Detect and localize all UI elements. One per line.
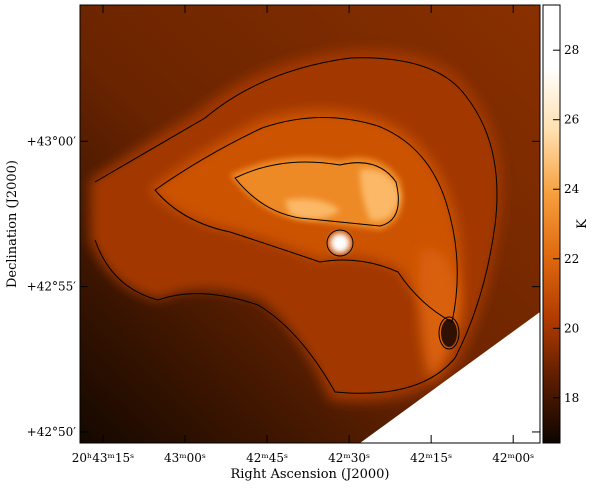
colorbar-tick-label: 18 xyxy=(564,391,579,405)
x-tick-label: 20ʰ43ᵐ15ˢ xyxy=(72,451,134,465)
colorbar-tick-label: 26 xyxy=(564,113,579,127)
colorbar-tick-label: 22 xyxy=(564,252,579,266)
y-tick-label: +42°50′ xyxy=(27,425,77,439)
y-tick-label: +42°55′ xyxy=(27,280,77,294)
x-tick-label: 42ᵐ15ˢ xyxy=(410,451,452,465)
y-tick-label: +43°00′ xyxy=(27,134,77,148)
y-axis-label: Declination (J2000) xyxy=(5,160,20,288)
colorbar-tick-label: 20 xyxy=(564,321,579,335)
colorbar-tick-label: 28 xyxy=(564,43,579,57)
x-tick-label: 42ᵐ45ˢ xyxy=(246,451,288,465)
colorbar-tick-label: 24 xyxy=(564,182,580,196)
plot-frame xyxy=(79,4,541,444)
x-tick-label: 42ᵐ30ˢ xyxy=(328,451,370,465)
colorbar-label: K xyxy=(575,219,590,229)
x-axis-label: Right Ascension (J2000) xyxy=(230,467,389,482)
sky-image xyxy=(80,5,540,443)
x-tick-label: 42ᵐ00ˢ xyxy=(492,451,534,465)
x-tick-label: 43ᵐ00ˢ xyxy=(164,451,206,465)
colorbar xyxy=(542,4,561,444)
